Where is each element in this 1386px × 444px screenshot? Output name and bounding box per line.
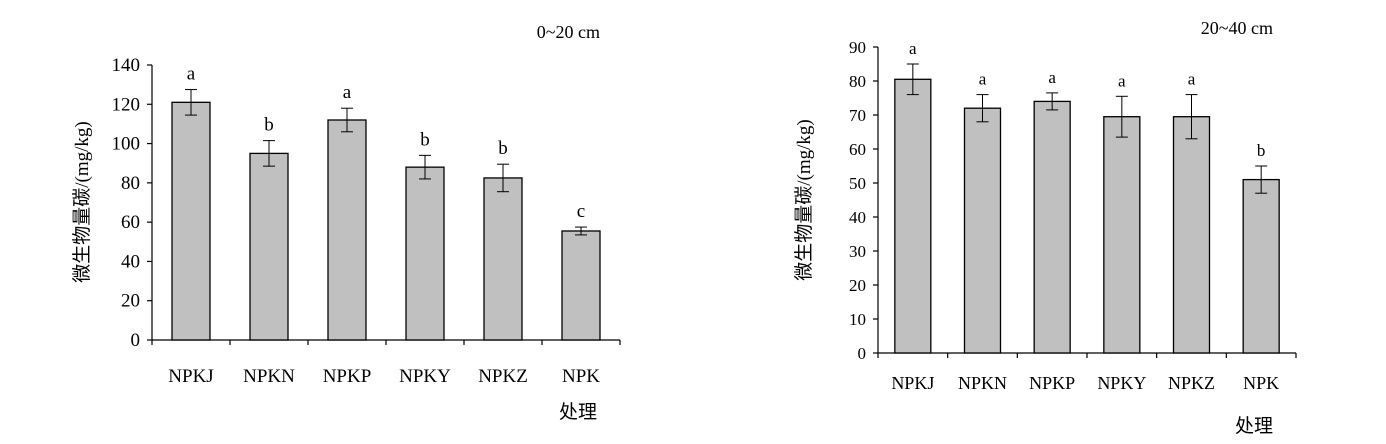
y-tick-label: 20: [849, 276, 866, 295]
significance-letter: c: [577, 201, 585, 222]
significance-letter: a: [1188, 70, 1196, 89]
bar-npkn: [963, 107, 1002, 354]
y-tick-label: 60: [121, 212, 140, 233]
y-tick-label: 20: [121, 291, 140, 312]
y-tick-label: 50: [849, 174, 866, 193]
x-tick-label: NPKN: [958, 373, 1007, 393]
x-axis-label: 处理: [1235, 415, 1273, 437]
y-tick-label: 70: [849, 106, 866, 125]
chart-0-20cm: 0~20 cm 微生物量碳/(mg/kg) 处理 0 20 40 60 80 100 120…: [71, 22, 621, 423]
x-tick-label: NPKZ: [478, 366, 528, 387]
bar-npk: [1242, 178, 1280, 354]
x-tick-label: NPKP: [323, 366, 372, 387]
significance-letter: a: [909, 39, 917, 58]
y-axis-label: 微生物量碳/(mg/kg): [71, 121, 93, 283]
significance-letter: b: [498, 138, 508, 159]
bar-npky: [1103, 116, 1141, 354]
bar-npky: [405, 166, 445, 341]
y-tick-label: 60: [849, 140, 866, 159]
significance-letter: a: [343, 82, 352, 103]
x-tick-label: NPK: [1243, 373, 1279, 393]
bar-npkp: [327, 119, 367, 341]
y-tick-label: 0: [858, 344, 867, 363]
y-tick-label: 90: [849, 38, 866, 57]
x-tick-label: NPKN: [243, 366, 295, 387]
significance-letter: a: [187, 64, 196, 85]
y-tick-label: 80: [849, 72, 866, 91]
bar-npkj: [894, 78, 932, 354]
x-tick-label: NPKJ: [168, 366, 213, 387]
significance-letter: b: [420, 129, 430, 150]
y-tick-label: 30: [849, 242, 866, 261]
x-tick-label: NPKY: [1097, 373, 1146, 393]
x-axis-label: 处理: [559, 401, 597, 423]
x-tick-label: NPKJ: [891, 373, 934, 393]
chart-title: 0~20 cm: [537, 22, 600, 42]
x-tick-label: NPK: [562, 366, 600, 387]
bar-npkz: [1172, 116, 1211, 354]
y-tick-label: 100: [112, 134, 141, 155]
chart-title: 20~40 cm: [1201, 18, 1273, 38]
significance-letter: b: [264, 115, 274, 136]
significance-letter: a: [979, 70, 987, 89]
significance-letter: b: [1257, 141, 1266, 160]
bar-npkj: [171, 101, 211, 341]
x-tick-label: NPKY: [399, 366, 451, 387]
significance-letter: a: [1048, 68, 1056, 87]
significance-letter: a: [1118, 71, 1126, 90]
y-tick-label: 40: [849, 208, 866, 227]
y-tick-label: 0: [131, 330, 141, 351]
bar-npkn: [249, 152, 289, 341]
chart-20-40cm: 20~40 cm 微生物量碳/(mg/kg) 处理 0 10 20 30 40 50 60 7…: [793, 18, 1297, 437]
bar-npkz: [483, 177, 523, 341]
bar-npk: [561, 230, 601, 341]
y-tick-label: 80: [121, 173, 140, 194]
y-axis-label: 微生物量碳/(mg/kg): [793, 119, 815, 281]
x-tick-label: NPKZ: [1168, 373, 1215, 393]
x-tick-label: NPKP: [1029, 373, 1075, 393]
y-tick-label: 120: [112, 94, 141, 115]
bar-npkp: [1033, 100, 1071, 354]
y-tick-label: 140: [112, 55, 141, 76]
y-tick-label: 10: [849, 310, 866, 329]
y-tick-label: 40: [121, 251, 140, 272]
